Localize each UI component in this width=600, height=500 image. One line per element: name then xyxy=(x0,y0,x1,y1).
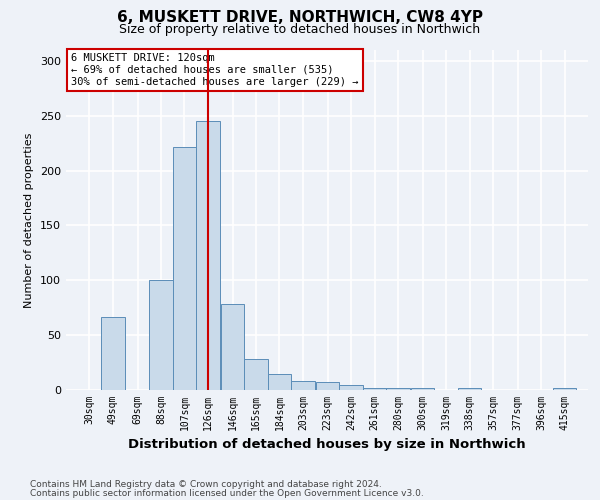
Bar xyxy=(196,122,220,390)
Text: Size of property relative to detached houses in Northwich: Size of property relative to detached ho… xyxy=(119,22,481,36)
Bar xyxy=(316,382,340,390)
Bar xyxy=(386,388,410,390)
Bar xyxy=(149,280,173,390)
Bar xyxy=(268,374,291,390)
Bar xyxy=(101,316,125,390)
X-axis label: Distribution of detached houses by size in Northwich: Distribution of detached houses by size … xyxy=(128,438,526,452)
Bar xyxy=(553,388,576,390)
Bar xyxy=(221,304,244,390)
Bar xyxy=(363,388,386,390)
Text: 6, MUSKETT DRIVE, NORTHWICH, CW8 4YP: 6, MUSKETT DRIVE, NORTHWICH, CW8 4YP xyxy=(117,10,483,25)
Bar xyxy=(340,384,363,390)
Text: Contains HM Land Registry data © Crown copyright and database right 2024.: Contains HM Land Registry data © Crown c… xyxy=(30,480,382,489)
Bar xyxy=(458,388,481,390)
Text: 6 MUSKETT DRIVE: 120sqm
← 69% of detached houses are smaller (535)
30% of semi-d: 6 MUSKETT DRIVE: 120sqm ← 69% of detache… xyxy=(71,54,359,86)
Bar xyxy=(244,360,268,390)
Y-axis label: Number of detached properties: Number of detached properties xyxy=(25,132,34,308)
Bar xyxy=(173,146,196,390)
Bar xyxy=(291,381,314,390)
Bar xyxy=(411,388,434,390)
Text: Contains public sector information licensed under the Open Government Licence v3: Contains public sector information licen… xyxy=(30,488,424,498)
